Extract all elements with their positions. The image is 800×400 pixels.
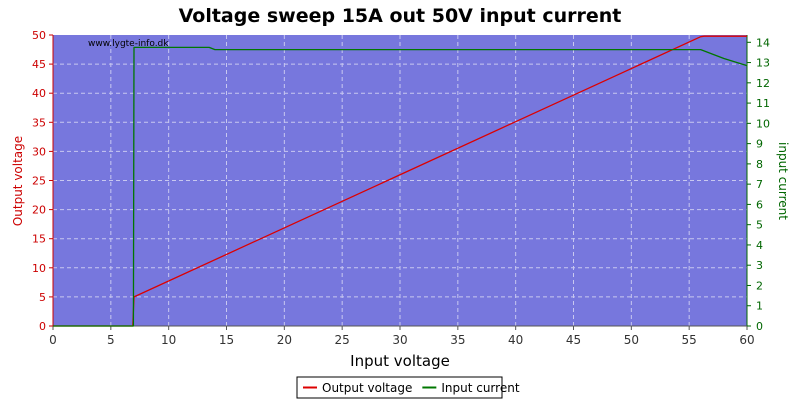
y-right-tick-label: 7 (756, 178, 763, 191)
x-axis-title: Input voltage (350, 352, 450, 370)
y-right-tick-label: 6 (756, 198, 763, 211)
x-tick-label: 45 (566, 333, 581, 347)
y-left-tick-label: 20 (32, 204, 46, 217)
series-lines (53, 35, 748, 327)
axes (49, 34, 751, 330)
tick-labels: 0 5 10 15 20 25 30 35 40 45 50 55 600510152025303540… (32, 29, 770, 347)
x-tick-label: 55 (682, 333, 697, 347)
x-tick-label: 40 (508, 333, 523, 347)
y-right-tick-label: 0 (756, 320, 763, 333)
y-left-tick-label: 10 (32, 262, 46, 275)
y-right-tick-label: 13 (756, 57, 770, 70)
y-right-tick-label: 2 (756, 279, 763, 292)
y-right-tick-label: 10 (756, 117, 770, 130)
y-right-tick-label: 5 (756, 219, 763, 232)
chart-title: Voltage sweep 15A out 50V input current (179, 5, 622, 27)
x-tick-label: 10 (161, 333, 176, 347)
legend-label-input-current: Input current (441, 381, 519, 395)
grid (53, 35, 747, 326)
legend-box (296, 376, 503, 399)
x-tick-label: 20 (277, 333, 292, 347)
y-right-tick-label: 9 (756, 138, 763, 151)
x-tick-label: 35 (450, 333, 465, 347)
x-tick-label: 30 (392, 333, 407, 347)
x-tick-label: 0 (49, 333, 57, 347)
y-left-tick-label: 30 (32, 145, 46, 158)
series-line-input-current (53, 46, 748, 327)
y-left-tick-label: 0 (39, 320, 46, 333)
x-tick-label: 60 (739, 333, 754, 347)
y-right-tick-label: 4 (756, 239, 763, 252)
y-left-tick-label: 5 (39, 291, 46, 304)
y-left-tick-label: 50 (32, 29, 46, 42)
y-left-tick-label: 35 (32, 116, 46, 129)
y-axis-left-title: Output voltage (11, 136, 25, 226)
x-tick-label: 5 (107, 333, 115, 347)
legend-label-output-voltage: Output voltage (322, 381, 412, 395)
x-tick-label: 25 (335, 333, 350, 347)
watermark: www.lygte-info.dk (88, 39, 169, 49)
x-tick-label: 15 (219, 333, 234, 347)
y-left-tick-label: 15 (32, 233, 46, 246)
y-left-tick-label: 40 (32, 87, 46, 100)
y-left-tick-label: 25 (32, 175, 46, 188)
y-left-tick-label: 45 (32, 58, 46, 71)
legend: Output voltage Input current (296, 376, 520, 399)
y-axis-right-title: input current (776, 142, 790, 220)
x-tick-label: 50 (624, 333, 639, 347)
y-right-tick-label: 11 (756, 97, 770, 110)
y-right-tick-label: 14 (756, 36, 770, 49)
y-right-tick-label: 8 (756, 158, 763, 171)
y-right-tick-label: 12 (756, 77, 770, 90)
y-right-tick-label: 1 (756, 300, 763, 313)
y-right-tick-label: 3 (756, 259, 763, 272)
